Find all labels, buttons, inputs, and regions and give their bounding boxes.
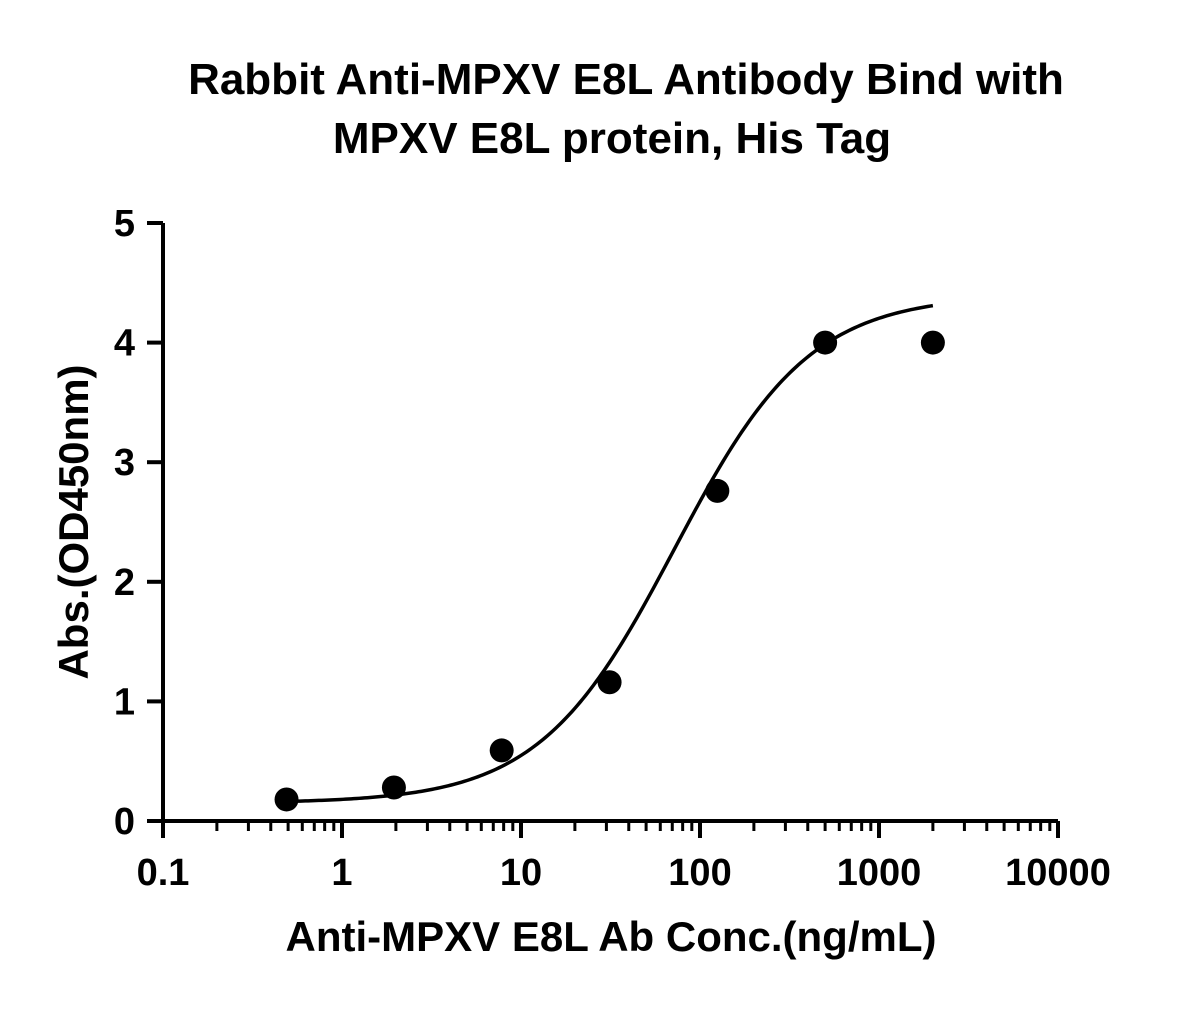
axes: 0 1 2 3 4 5 0.1 1 10 100 1000 10000: [114, 203, 1111, 894]
y-tick-label: 3: [114, 442, 135, 484]
y-tick-label: 5: [114, 203, 135, 245]
x-tick-label: 100: [668, 852, 731, 894]
data-point: [381, 775, 406, 800]
y-axis-label: Abs.(OD450nm): [50, 364, 97, 679]
y-tick-label: 2: [114, 562, 135, 604]
y-tick-label: 0: [114, 801, 135, 843]
x-tick-label: 1: [331, 852, 352, 894]
fit-curve-layer: [286, 303, 934, 804]
data-points-layer: [274, 330, 945, 812]
x-tick-label: 10: [500, 852, 542, 894]
x-axis-label: Anti-MPXV E8L Ab Conc.(ng/mL): [286, 913, 937, 960]
fit-curve: [286, 303, 934, 804]
data-point: [274, 787, 299, 812]
data-point: [489, 738, 514, 763]
y-tick-label: 1: [114, 681, 135, 723]
data-point: [597, 670, 622, 695]
x-tick-label: 1000: [837, 852, 922, 894]
x-tick-label: 0.1: [137, 852, 190, 894]
y-tick-label: 4: [114, 323, 135, 365]
chart-title-line-2: MPXV E8L protein, His Tag: [333, 114, 891, 163]
chart-title-line-1: Rabbit Anti-MPXV E8L Antibody Bind with: [188, 55, 1064, 104]
data-point: [705, 478, 730, 503]
data-point: [813, 330, 838, 355]
data-point: [920, 330, 945, 355]
x-tick-label: 10000: [1005, 852, 1111, 894]
